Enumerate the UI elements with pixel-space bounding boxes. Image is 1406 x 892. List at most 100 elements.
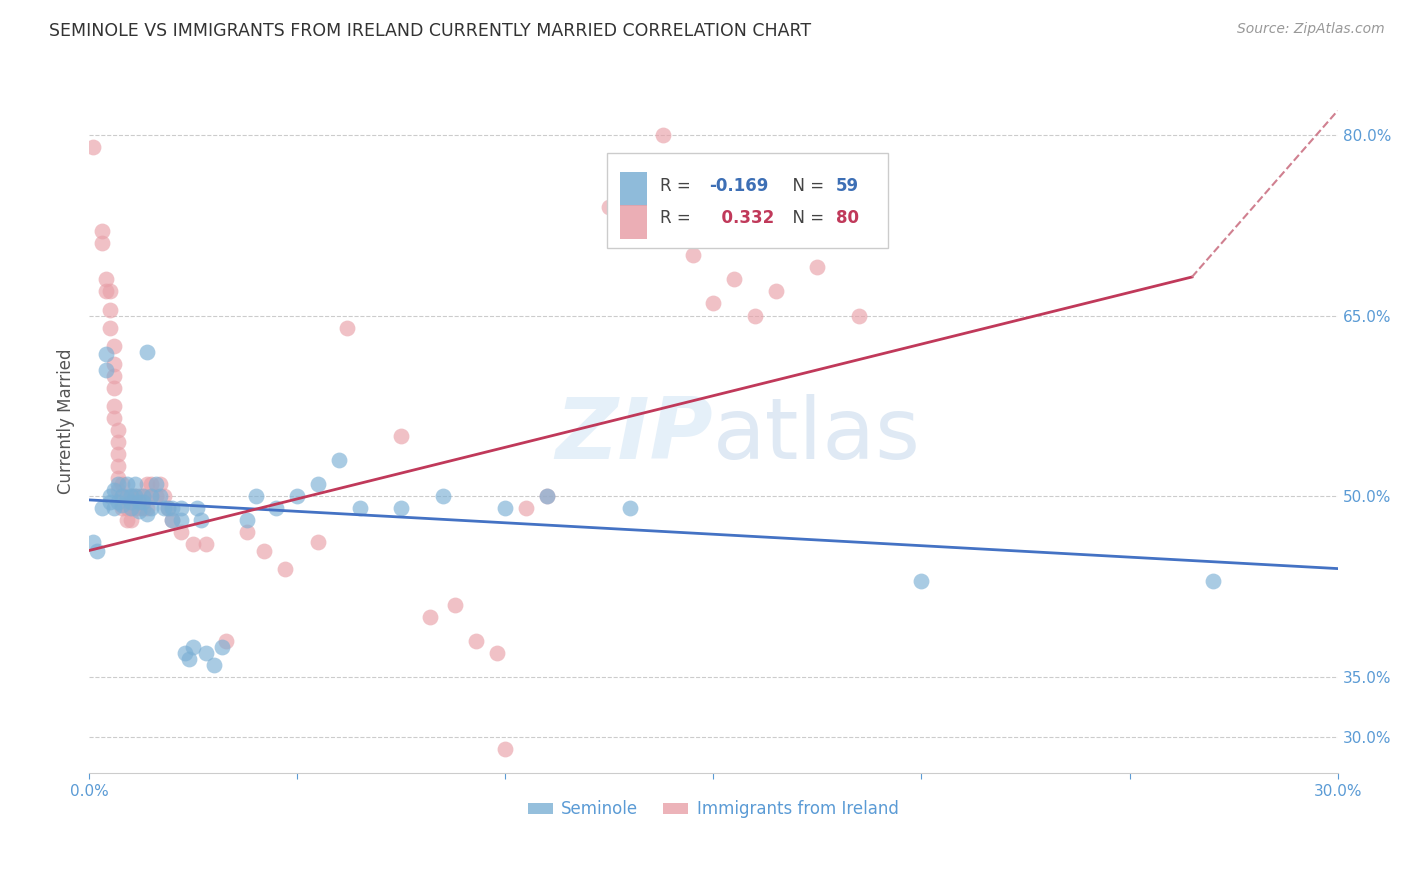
Text: R =: R = — [659, 209, 696, 227]
Point — [136, 477, 159, 491]
Point — [107, 471, 129, 485]
Point — [132, 489, 155, 503]
Y-axis label: Currently Married: Currently Married — [58, 348, 75, 494]
Point — [128, 501, 150, 516]
Point — [115, 491, 138, 505]
Point — [132, 495, 155, 509]
Text: 59: 59 — [835, 177, 859, 194]
Text: ZIP: ZIP — [555, 393, 713, 476]
Point — [107, 459, 129, 474]
Point — [90, 236, 112, 251]
Point — [153, 501, 176, 516]
Point — [103, 381, 125, 395]
Point — [211, 640, 233, 654]
Point — [115, 477, 138, 491]
Point — [349, 501, 371, 516]
Text: 80: 80 — [835, 209, 859, 227]
Point — [120, 489, 142, 503]
Point — [153, 489, 176, 503]
Point — [120, 495, 142, 509]
Text: Source: ZipAtlas.com: Source: ZipAtlas.com — [1237, 22, 1385, 37]
Point — [149, 477, 172, 491]
Point — [765, 285, 787, 299]
Text: atlas: atlas — [713, 393, 921, 476]
Point — [136, 344, 159, 359]
Point — [169, 525, 191, 540]
Point — [103, 483, 125, 498]
Point — [115, 513, 138, 527]
Point — [103, 339, 125, 353]
Point — [128, 504, 150, 518]
Point — [682, 248, 704, 262]
Point — [619, 501, 641, 516]
FancyBboxPatch shape — [607, 153, 889, 248]
Point — [111, 477, 134, 491]
Point — [494, 742, 516, 756]
Point — [141, 489, 163, 503]
Point — [120, 489, 142, 503]
Point — [723, 272, 745, 286]
Text: N =: N = — [782, 209, 830, 227]
Point — [107, 447, 129, 461]
Point — [103, 357, 125, 371]
Point — [111, 489, 134, 503]
Point — [98, 495, 121, 509]
Point — [1202, 574, 1225, 588]
Point — [236, 525, 259, 540]
Point — [465, 633, 488, 648]
Point — [702, 296, 724, 310]
Point — [432, 489, 454, 503]
Point — [98, 320, 121, 334]
Point — [848, 309, 870, 323]
Point — [806, 260, 828, 275]
Point — [389, 429, 412, 443]
Point — [215, 633, 238, 648]
Point — [98, 285, 121, 299]
Point — [157, 501, 180, 516]
Point — [94, 272, 117, 286]
Point — [107, 423, 129, 437]
Point — [494, 501, 516, 516]
Point — [173, 646, 195, 660]
Point — [82, 140, 104, 154]
Point — [107, 477, 129, 491]
Point — [145, 477, 167, 491]
Point — [536, 489, 558, 503]
Point — [190, 513, 212, 527]
Point — [98, 489, 121, 503]
FancyBboxPatch shape — [620, 172, 647, 206]
Point — [444, 598, 467, 612]
Point — [136, 501, 159, 516]
Point — [111, 498, 134, 512]
Point — [169, 501, 191, 516]
Point — [162, 513, 184, 527]
Point — [103, 411, 125, 425]
Point — [94, 285, 117, 299]
Point — [910, 574, 932, 588]
Point — [253, 543, 276, 558]
FancyBboxPatch shape — [620, 204, 647, 238]
Point — [419, 609, 441, 624]
Point — [124, 489, 146, 503]
Point — [389, 501, 412, 516]
Point — [285, 489, 308, 503]
Point — [90, 501, 112, 516]
Point — [162, 501, 184, 516]
Text: SEMINOLE VS IMMIGRANTS FROM IRELAND CURRENTLY MARRIED CORRELATION CHART: SEMINOLE VS IMMIGRANTS FROM IRELAND CURR… — [49, 22, 811, 40]
Point — [236, 513, 259, 527]
Text: -0.169: -0.169 — [710, 177, 769, 194]
Point — [124, 477, 146, 491]
Point — [132, 489, 155, 503]
Point — [169, 513, 191, 527]
Point — [98, 302, 121, 317]
Text: N =: N = — [782, 177, 830, 194]
Point — [162, 513, 184, 527]
Point — [515, 501, 537, 516]
Point — [744, 309, 766, 323]
Legend: Seminole, Immigrants from Ireland: Seminole, Immigrants from Ireland — [522, 794, 905, 825]
Point — [120, 501, 142, 516]
Text: R =: R = — [659, 177, 696, 194]
Point — [145, 489, 167, 503]
Point — [124, 501, 146, 516]
Point — [245, 489, 267, 503]
